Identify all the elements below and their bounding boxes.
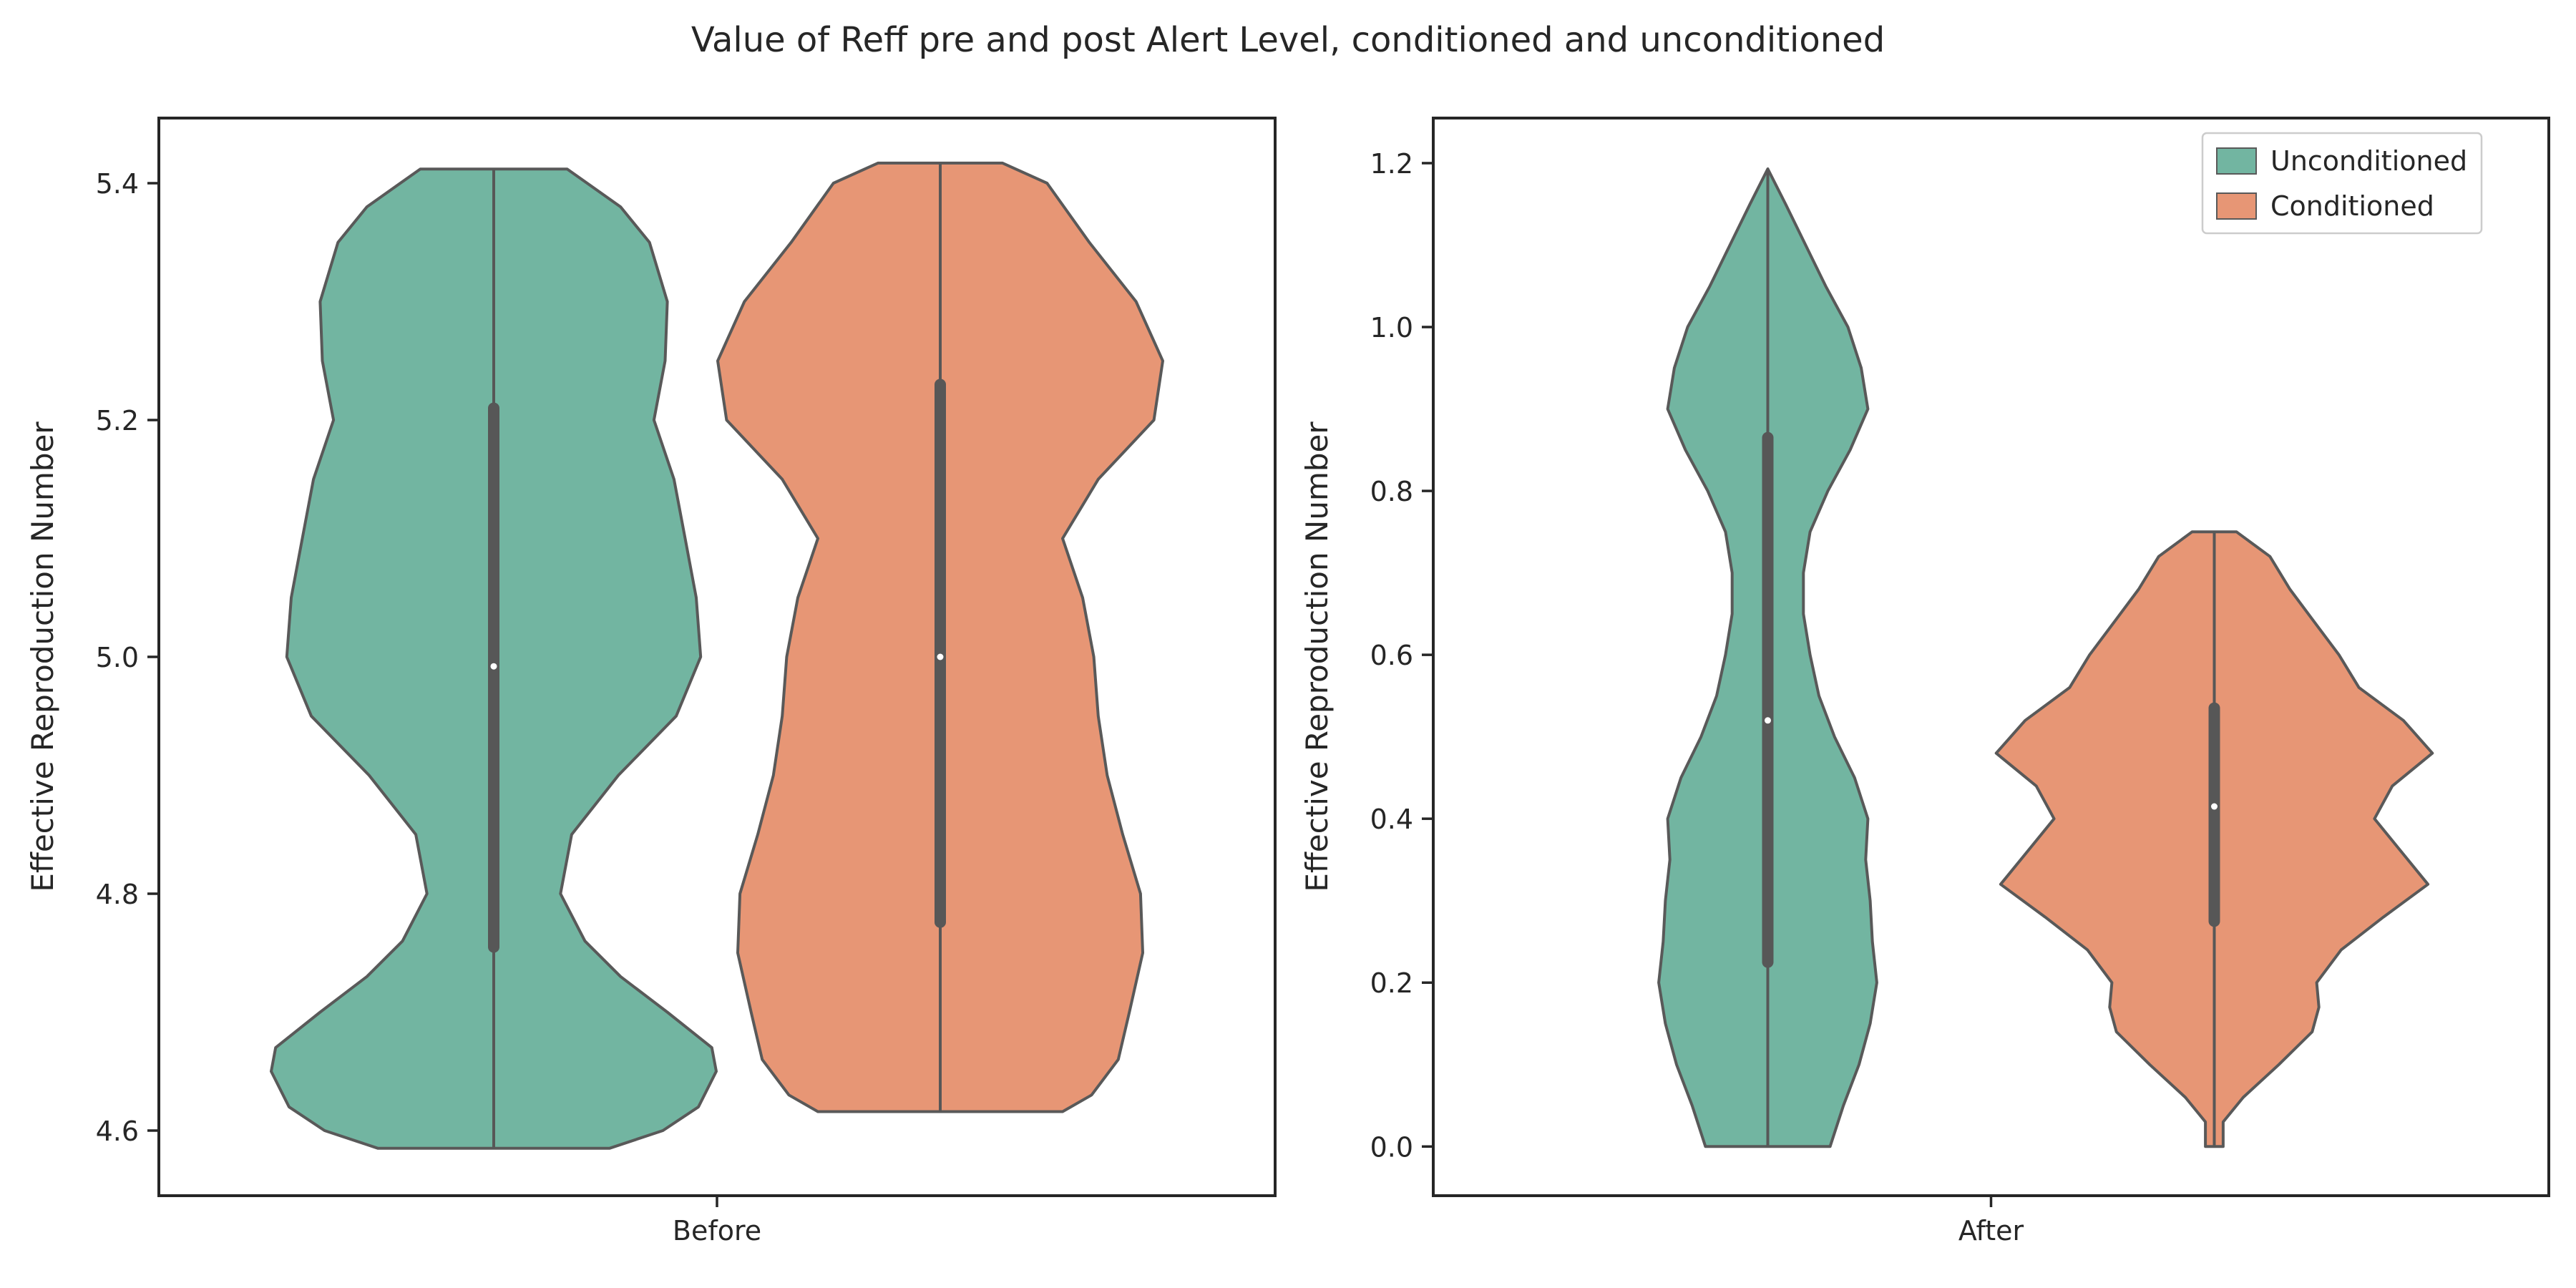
legend-swatch-unconditioned (2216, 147, 2257, 175)
panel-2-median-conditioned (2211, 803, 2218, 810)
panel-2-ytick-label: 0.6 (1370, 640, 1413, 671)
panel-1-ytick-label: 5.0 (96, 642, 139, 673)
panel-1-median-unconditioned (490, 663, 497, 670)
legend-label-conditioned: Conditioned (2270, 190, 2434, 222)
legend: Unconditioned Conditioned (2201, 132, 2483, 235)
panel-2-ytick-label: 0.2 (1370, 967, 1413, 999)
panel-2-ytick-label: 1.0 (1370, 312, 1413, 343)
figure-title: Value of Reff pre and post Alert Level, … (691, 20, 1885, 60)
panel-2-ytick-label: 1.2 (1370, 148, 1413, 180)
panel-1-ytick-label: 5.4 (96, 168, 139, 200)
panel-2-ylabel: Effective Reproduction Number (1299, 421, 1335, 892)
panel-1-xtick-label: Before (673, 1215, 761, 1246)
legend-label-unconditioned: Unconditioned (2270, 145, 2467, 177)
panel-2-ytick-label: 0.0 (1370, 1131, 1413, 1163)
panel-2-ytick-label: 0.8 (1370, 476, 1413, 507)
panel-1-ytick-label: 4.8 (96, 879, 139, 910)
panel-2-ytick-label: 0.4 (1370, 804, 1413, 835)
panel-1-ytick-label: 4.6 (96, 1116, 139, 1147)
panel-2-median-unconditioned (1765, 717, 1771, 724)
panel-1-ytick-label: 5.2 (96, 405, 139, 436)
legend-frame (2201, 132, 2483, 235)
panel-2-xtick-label: After (1958, 1215, 2024, 1246)
panel-2-axes-frame (1432, 117, 2550, 1197)
legend-swatch-conditioned (2216, 192, 2257, 220)
panel-1-median-conditioned (937, 653, 944, 660)
panel-1-ylabel: Effective Reproduction Number (25, 421, 60, 892)
